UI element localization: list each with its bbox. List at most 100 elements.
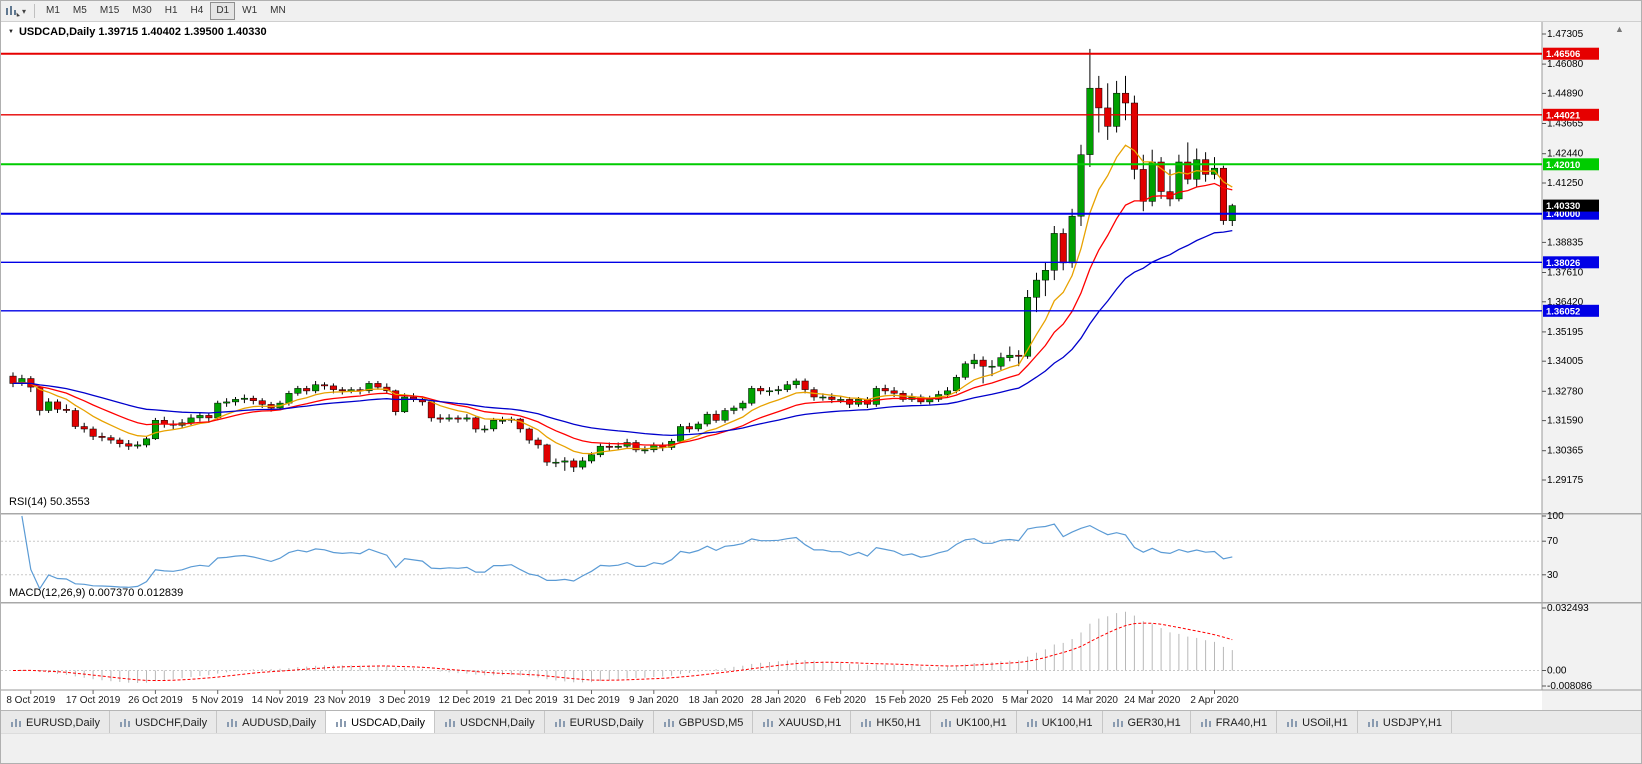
price-axis-label: 1.41250 — [1547, 178, 1584, 189]
candle — [116, 437, 124, 448]
candle — [45, 398, 53, 413]
chart-tab-eurusd-daily[interactable]: EURUSD,Daily — [1, 711, 110, 734]
price-axis-label: 1.42440 — [1547, 149, 1584, 160]
chart-tab-usdcad-daily[interactable]: USDCAD,Daily — [326, 711, 436, 734]
chart-tab-ger30-h1[interactable]: GER30,H1 — [1102, 711, 1191, 734]
timeframe-button-m5[interactable]: M5 — [72, 5, 87, 16]
price-axis-label: 1.32780 — [1547, 386, 1584, 397]
timeframe-button-h4[interactable]: H4 — [190, 5, 204, 16]
candle — [739, 400, 747, 411]
candle — [561, 457, 569, 471]
candle — [374, 381, 382, 390]
candle — [338, 387, 346, 395]
price-axis[interactable] — [1542, 22, 1642, 710]
candle — [881, 384, 889, 395]
date-axis-label: 26 Oct 2019 — [128, 695, 183, 706]
tab-label: HK50,H1 — [876, 716, 921, 729]
panel-separator[interactable] — [1, 513, 1642, 515]
candle — [979, 356, 987, 384]
date-axis-label: 12 Dec 2019 — [439, 695, 496, 706]
timeframe-button-m1[interactable]: M1 — [46, 5, 60, 16]
macd-axis-label: 0.032493 — [1547, 603, 1589, 614]
timeframe-button-m30[interactable]: M30 — [132, 5, 152, 16]
rsi-axis-label: 70 — [1547, 536, 1559, 547]
chart-tab-uk100-h1[interactable]: UK100,H1 — [1016, 711, 1103, 734]
candle — [774, 385, 782, 395]
timeframe-button-mn[interactable]: MN — [270, 5, 286, 16]
candle — [1104, 83, 1112, 140]
scroll-up-icon[interactable]: ▲ — [1615, 24, 1624, 34]
price-axis-label: 1.46080 — [1547, 59, 1584, 70]
date-axis-label: 2 Apr 2020 — [1190, 695, 1239, 706]
price-badge: 1.38026 — [1543, 256, 1599, 269]
timeframe-button-d1[interactable]: D1 — [210, 2, 236, 20]
candle — [240, 394, 248, 404]
candle — [1050, 226, 1058, 281]
candle — [490, 417, 498, 432]
candle — [970, 353, 978, 369]
chart-tab-hk50-h1[interactable]: HK50,H1 — [851, 711, 931, 734]
chart-tab-fra40-h1[interactable]: FRA40,H1 — [1190, 711, 1278, 734]
price-axis-label: 1.47305 — [1547, 29, 1584, 40]
chart-tab-xauusd-h1[interactable]: XAUUSD,H1 — [753, 711, 852, 734]
price-axis-label: 1.44890 — [1547, 88, 1584, 99]
candle — [294, 385, 302, 396]
price-axis-label: 1.30365 — [1547, 446, 1584, 457]
tab-label: GBPUSD,M5 — [678, 716, 744, 729]
panel-separator[interactable] — [1, 602, 1642, 604]
svg-text:1.44021: 1.44021 — [1546, 110, 1581, 121]
candle — [249, 395, 257, 405]
tab-chart-icon — [336, 719, 347, 727]
price-badge: 1.36052 — [1543, 304, 1599, 317]
chart-tab-uk100-h1[interactable]: UK100,H1 — [930, 711, 1017, 734]
date-axis-label: 8 Oct 2019 — [6, 695, 55, 706]
macd-histogram — [21, 611, 1233, 683]
timeframe-button-h1[interactable]: H1 — [164, 5, 178, 16]
chart-tab-eurusd-daily[interactable]: EURUSD,Daily — [544, 711, 654, 734]
candlesticks — [9, 48, 1236, 472]
tab-label: USOil,H1 — [1302, 716, 1348, 729]
candle — [1219, 165, 1227, 225]
candle — [312, 381, 320, 394]
candle — [525, 427, 533, 444]
chart-canvas[interactable]: 100 70 30 0.032493 0.00 -0.008086 1.47305 1.460… — [1, 22, 1642, 710]
timeframe-button-m15[interactable]: M15 — [99, 5, 120, 16]
toolbar-dropdown-caret-icon[interactable]: ▾ — [22, 6, 27, 16]
candle — [303, 385, 311, 395]
svg-text:1.40000: 1.40000 — [1546, 209, 1580, 220]
candle — [694, 421, 702, 432]
candle — [1033, 272, 1041, 313]
date-axis-label: 31 Dec 2019 — [563, 695, 620, 706]
chart-tab-usdcnh-daily[interactable]: USDCNH,Daily — [435, 711, 545, 734]
candle — [463, 414, 471, 422]
chart-tab-usdjpy-h1[interactable]: USDJPY,H1 — [1357, 711, 1453, 734]
tab-label: UK100,H1 — [1041, 716, 1093, 729]
chart-tab-gbpusd-m5[interactable]: GBPUSD,M5 — [653, 711, 754, 734]
timeframe-button-w1[interactable]: W1 — [242, 5, 258, 16]
tab-chart-icon — [663, 719, 674, 727]
tab-chart-icon — [940, 719, 951, 727]
chart-tab-bar: EURUSD,Daily USDCHF,Daily AUDUSD,Daily USDC… — [1, 710, 1641, 734]
candle — [1122, 75, 1130, 121]
candle — [1068, 208, 1076, 268]
candle — [232, 397, 240, 406]
svg-text:1.42010: 1.42010 — [1546, 160, 1580, 171]
chart-collapse-icon[interactable]: ▼ — [8, 29, 14, 35]
chart-tab-usoil-h1[interactable]: USOil,H1 — [1277, 711, 1358, 734]
candle — [801, 378, 809, 394]
chart-tab-usdchf-daily[interactable]: USDCHF,Daily — [109, 711, 218, 734]
tab-chart-icon — [445, 719, 456, 727]
candle — [766, 387, 774, 396]
charts-toolbar-icon[interactable] — [5, 4, 21, 18]
date-axis-label: 5 Nov 2019 — [192, 695, 244, 706]
tab-chart-icon — [861, 719, 872, 727]
tab-label: FRA40,H1 — [1215, 716, 1268, 729]
candle — [134, 441, 142, 449]
chart-plot-area[interactable] — [1, 22, 1542, 710]
chart-tab-audusd-daily[interactable]: AUDUSD,Daily — [217, 711, 327, 734]
candle — [516, 417, 524, 433]
date-axis-label: 5 Mar 2020 — [1002, 695, 1053, 706]
candle — [62, 404, 70, 413]
candle — [71, 408, 79, 429]
price-axis-label: 1.34005 — [1547, 356, 1584, 367]
